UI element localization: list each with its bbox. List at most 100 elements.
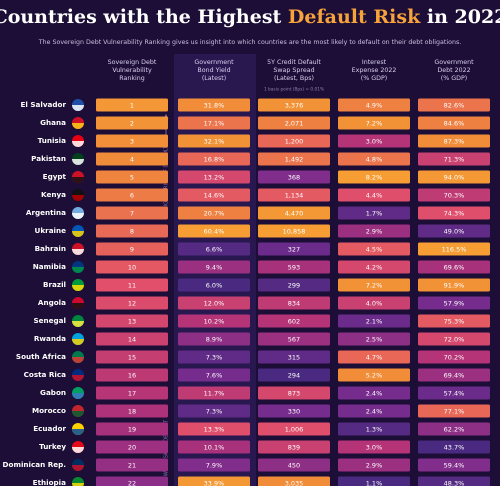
cell-value: 21: [128, 462, 136, 470]
cell-value: 7: [130, 210, 134, 218]
flag-band: [72, 249, 84, 255]
cell: [258, 260, 330, 274]
cell-value: 4: [130, 156, 134, 164]
cell-value: 94.0%: [444, 174, 465, 182]
cell: [178, 458, 250, 472]
cell: [258, 188, 330, 202]
column-header: Sovereign Debt: [108, 59, 157, 66]
cell: [258, 152, 330, 166]
cell-value: 4.7%: [366, 354, 383, 362]
cell-value: 15: [128, 354, 136, 362]
cell: [418, 224, 490, 238]
column-header: Bond Yield: [197, 67, 230, 74]
flag-band: [72, 429, 84, 435]
country-name: Bahrain: [35, 244, 66, 253]
cell-value: 5: [130, 174, 134, 182]
cell: [178, 188, 250, 202]
cell-value: 22: [128, 480, 136, 486]
cell-value: 10.2%: [204, 318, 225, 326]
cell: [96, 206, 168, 220]
cell: [338, 296, 410, 310]
cell-value: 69.4%: [444, 372, 465, 380]
cell: [178, 368, 250, 382]
cell: [258, 116, 330, 130]
cell: [178, 224, 250, 238]
cell-value: 873: [288, 390, 300, 398]
flag-band: [72, 213, 84, 219]
cell: [96, 260, 168, 274]
cell: [258, 458, 330, 472]
column-header: Swap Spread: [273, 67, 314, 74]
cell: [338, 224, 410, 238]
cell: [178, 350, 250, 364]
cell: [418, 206, 490, 220]
cell: [258, 134, 330, 148]
country-name: Ukraine: [35, 226, 67, 235]
cell: [258, 476, 330, 486]
country-name: Ethiopia: [33, 478, 66, 486]
cell: [418, 314, 490, 328]
cell-value: 10.1%: [204, 444, 225, 452]
cell-value: 6.0%: [206, 282, 223, 290]
column-note: 1 basis point (Bps) = 0.01%: [264, 87, 324, 93]
cell-value: 8.9%: [206, 336, 223, 344]
cell-value: 17.1%: [204, 120, 225, 128]
cell-value: 12.0%: [204, 300, 225, 308]
cell: [418, 98, 490, 112]
cell-value: 315: [288, 354, 300, 362]
cell: [338, 278, 410, 292]
cell-value: 13: [128, 318, 136, 326]
cell-value: 71.3%: [444, 156, 465, 164]
cell-value: 4.8%: [366, 156, 383, 164]
cell: [418, 440, 490, 454]
cell: [96, 134, 168, 148]
cell-value: 593: [288, 264, 300, 272]
cell: [338, 368, 410, 382]
cell: [96, 224, 168, 238]
cell-value: 11: [128, 282, 136, 290]
cell-value: 48.3%: [444, 480, 465, 486]
cell-value: 1: [130, 102, 134, 110]
cell: [258, 206, 330, 220]
cell: [178, 278, 250, 292]
cell: [258, 98, 330, 112]
cell-value: 10: [128, 264, 136, 272]
cell: [178, 386, 250, 400]
cell: [338, 314, 410, 328]
cell-value: 4.0%: [366, 300, 383, 308]
cell-value: 2.1%: [366, 318, 383, 326]
cell: [178, 242, 250, 256]
cell: [418, 278, 490, 292]
cell-value: 43.7%: [444, 444, 465, 452]
cell-value: 4.4%: [366, 192, 383, 200]
cell: [338, 422, 410, 436]
cell: [418, 476, 490, 486]
cell-value: 4.9%: [366, 102, 383, 110]
country-name: Dominican Rep.: [3, 460, 66, 469]
country-name: Ecuador: [33, 424, 66, 433]
flag-band: [72, 267, 84, 273]
title-part: in 2022: [420, 6, 500, 28]
country-name: Gabon: [40, 388, 66, 397]
cell-value: 834: [288, 300, 300, 308]
country-name: Costa Rica: [24, 370, 67, 379]
country-name: Namibia: [33, 262, 66, 271]
cell: [178, 98, 250, 112]
country-name: Kenya: [41, 190, 66, 199]
cell-value: 33.9%: [204, 480, 225, 486]
cell: [258, 314, 330, 328]
cell-value: 1.1%: [366, 480, 383, 486]
column-header: Ranking: [119, 75, 144, 82]
cell-value: 14.6%: [204, 192, 225, 200]
cell: [338, 350, 410, 364]
cell: [178, 314, 250, 328]
cell: [258, 368, 330, 382]
cell: [338, 332, 410, 346]
country-name: Senegal: [33, 316, 66, 325]
cell: [96, 152, 168, 166]
cell-value: 84.6%: [444, 120, 465, 128]
cell-value: 1,006: [285, 426, 304, 434]
flag-band: [72, 411, 84, 417]
flag-band: [72, 393, 84, 399]
